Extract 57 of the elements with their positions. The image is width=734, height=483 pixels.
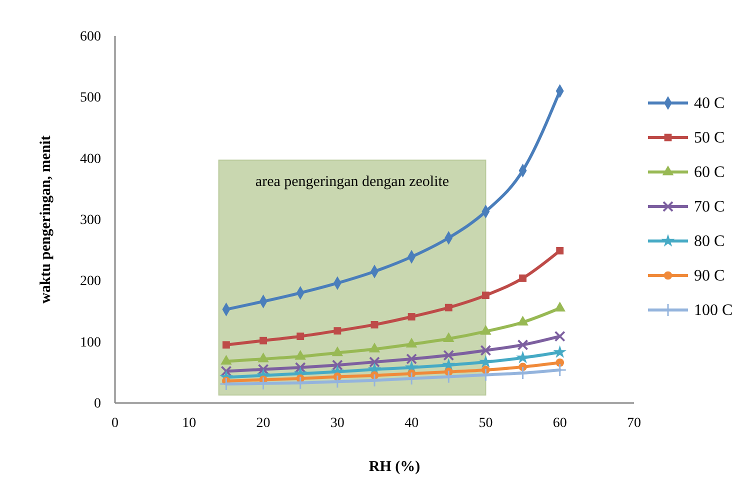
point (517, 316, 528, 326)
legend-label: 50 C (694, 130, 725, 146)
point (480, 344, 492, 356)
y-axis-title: waktu pengeringan, menit (38, 136, 54, 304)
x-tick-label: 20 (256, 416, 270, 431)
point (368, 356, 380, 368)
x-tick-label: 50 (478, 416, 493, 431)
point (443, 350, 454, 361)
point (444, 304, 452, 312)
point (370, 321, 378, 328)
x-tick-label: 0 (112, 416, 118, 431)
point (406, 338, 418, 348)
point (296, 332, 304, 340)
y-tick-label: 500 (80, 90, 101, 106)
point (220, 354, 232, 365)
x-tick-label: 40 (404, 416, 419, 431)
point (368, 342, 380, 352)
legend-label: 90 C (694, 268, 725, 284)
x-tick-label: 30 (330, 416, 344, 431)
point (334, 327, 342, 335)
x-axis-title: RH (%) (368, 459, 420, 475)
x-tick-label: 60 (552, 416, 567, 431)
legend-label: 60 C (694, 164, 725, 181)
point (332, 360, 343, 371)
point (556, 246, 564, 254)
point (294, 350, 306, 360)
legend-label: 40 C (694, 95, 725, 112)
y-tick-label: 300 (80, 212, 101, 228)
y-tick-label: 400 (80, 152, 101, 167)
point (556, 358, 564, 367)
point (408, 313, 416, 320)
point (554, 330, 566, 342)
point (258, 364, 269, 375)
point (553, 345, 567, 358)
x-tick-label: 10 (182, 416, 196, 431)
point (406, 353, 418, 364)
x-tick-label: 70 (627, 416, 641, 431)
point (222, 341, 230, 349)
band-label: area pengeringan dengan zeolite (255, 174, 450, 190)
y-tick-label: 200 (80, 274, 101, 290)
y-tick-label: 600 (80, 29, 101, 44)
point (258, 352, 269, 362)
legend-label: 100 C (694, 302, 733, 319)
point (479, 355, 492, 368)
point (260, 336, 267, 344)
point (332, 346, 344, 356)
point (480, 324, 492, 335)
point (220, 366, 232, 377)
y-tick-label: 100 (80, 335, 101, 350)
point (517, 339, 528, 350)
point (482, 292, 490, 300)
y-tick-label: 0 (94, 396, 101, 412)
point (443, 332, 454, 342)
legend-label: 80 C (694, 233, 725, 250)
point (519, 274, 526, 282)
legend-label: 70 C (694, 198, 725, 216)
point (516, 350, 530, 364)
